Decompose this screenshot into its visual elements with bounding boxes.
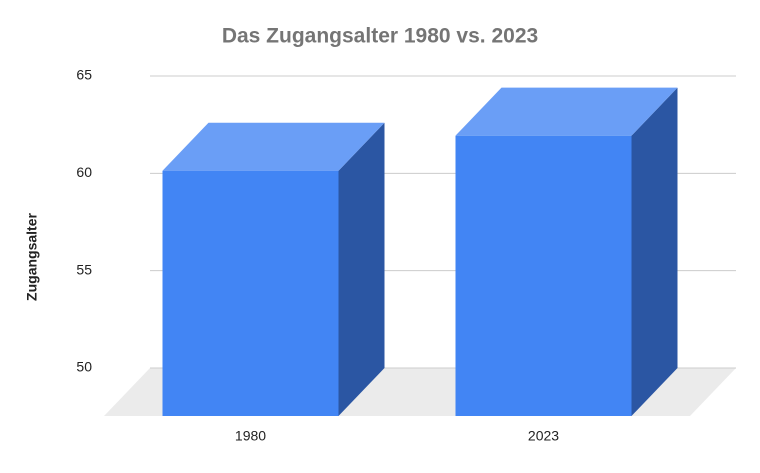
bar-side [631, 87, 678, 417]
bar-side [338, 122, 385, 416]
x-tick-label: 1980 [235, 428, 266, 444]
y-tick-label: 50 [76, 359, 92, 375]
bar [162, 170, 339, 416]
y-tick-label: 65 [76, 67, 92, 83]
bar-top [455, 87, 678, 136]
y-tick-label: 55 [76, 261, 92, 277]
y-axis-label: Zugangsalter [24, 212, 40, 300]
chart-title: Das Zugangsalter 1980 vs. 2023 [222, 25, 538, 48]
bar-top [162, 122, 385, 171]
x-tick-label: 2023 [528, 428, 559, 444]
bar [455, 135, 632, 416]
y-tick-label: 60 [76, 164, 92, 180]
